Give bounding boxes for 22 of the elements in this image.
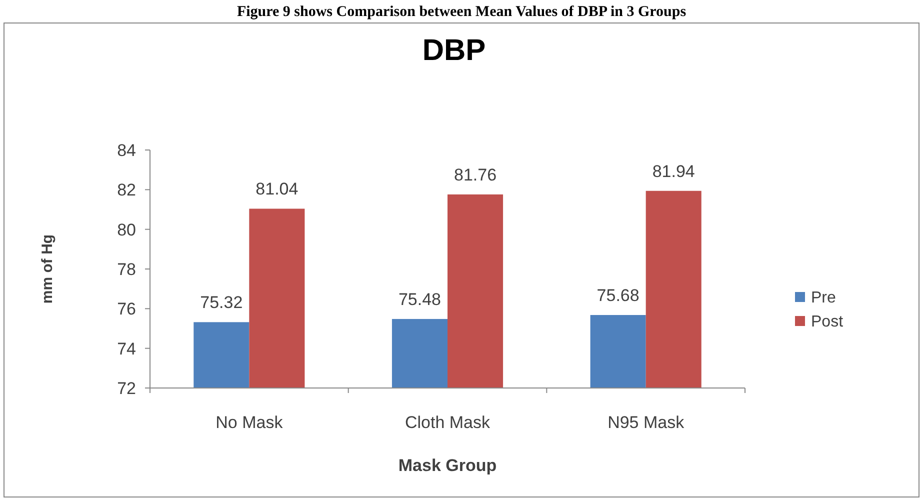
y-tick-label: 78	[117, 260, 136, 279]
data-label: 81.04	[256, 180, 298, 199]
data-label: 81.94	[652, 162, 695, 181]
data-label: 75.32	[200, 293, 243, 312]
legend-label: Pre	[811, 290, 836, 307]
y-tick-label: 80	[117, 220, 136, 240]
x-tick-label: Cloth Mask	[404, 413, 491, 432]
x-tick-label: N95 Mask	[608, 413, 685, 432]
x-tick-label: No Mask	[216, 413, 284, 432]
caption: Figure 9 shows Comparison between Mean Values of DBP in 3 Groups	[236, 4, 686, 20]
y-tick-label: 84	[117, 140, 136, 160]
y-tick-label: 74	[117, 339, 136, 358]
y-axis-title: mm of Hg	[39, 234, 56, 304]
data-label: 75.48	[398, 290, 442, 309]
data-label: 81.76	[454, 165, 497, 184]
y-tick-label: 76	[117, 300, 136, 319]
x-axis-title: Mask Group	[398, 456, 497, 475]
y-tick-label: 82	[117, 180, 136, 200]
y-tick-label: 72	[117, 378, 136, 398]
data-label: 75.68	[596, 286, 640, 306]
chart-title: DBP	[422, 34, 486, 67]
legend-label: Post	[811, 314, 844, 331]
